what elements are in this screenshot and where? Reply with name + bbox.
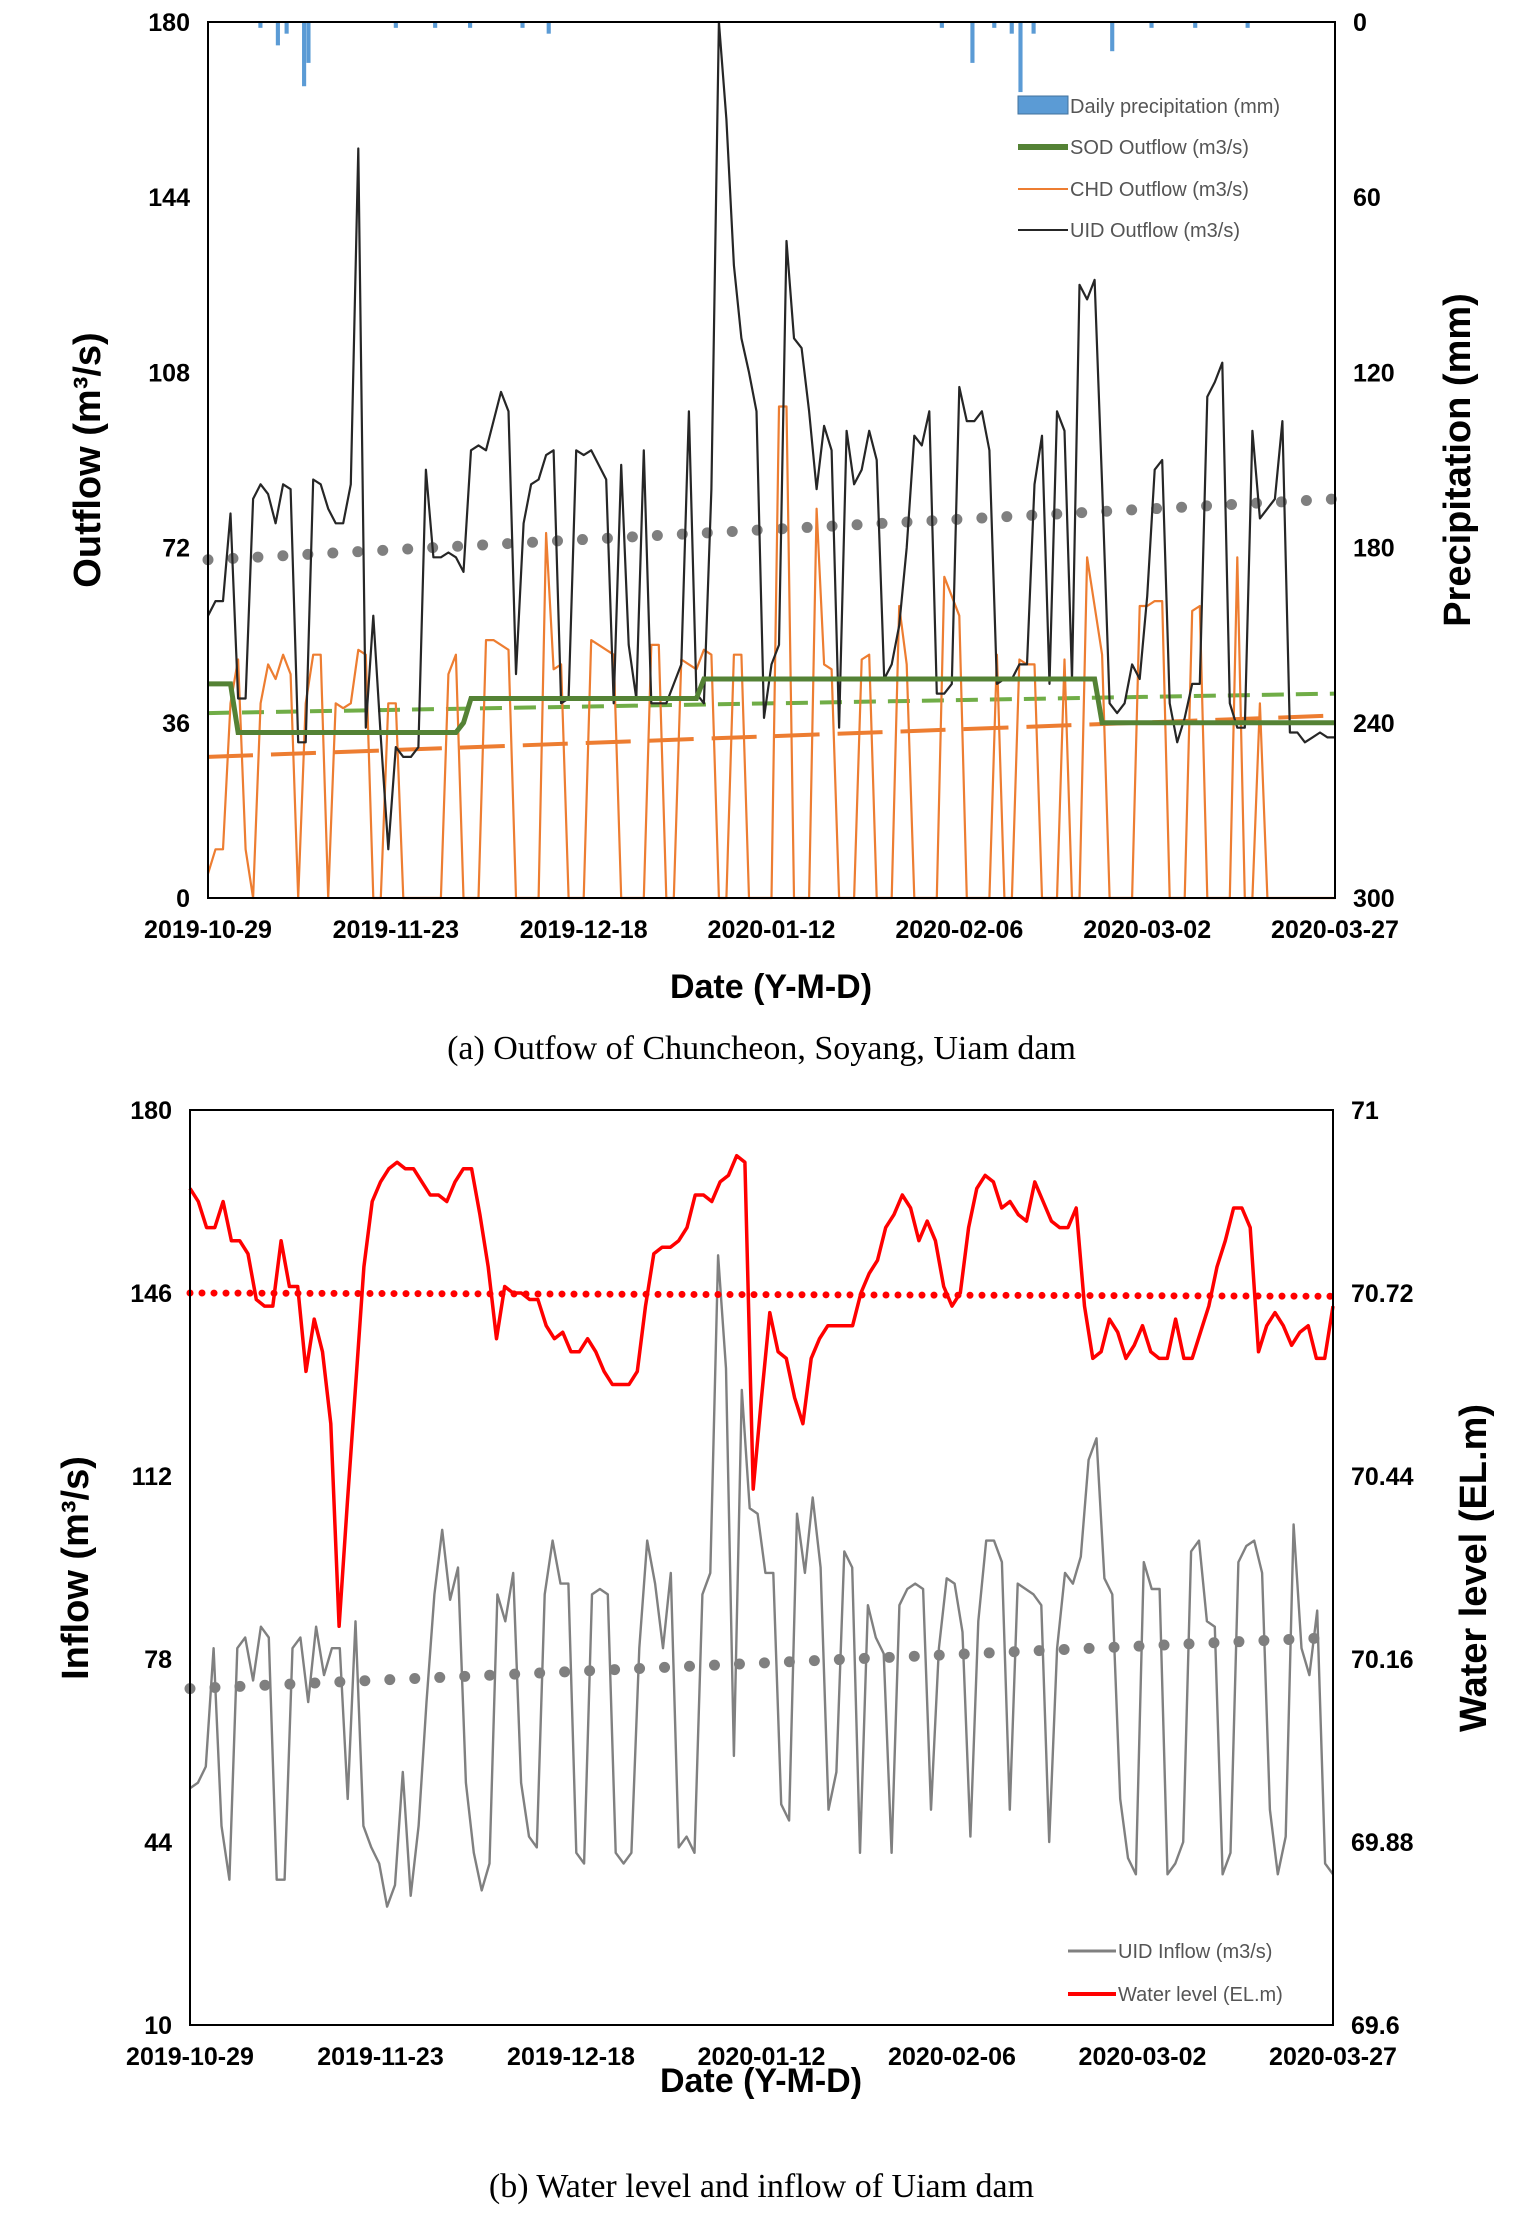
precipitation-bar [302, 22, 307, 87]
y2-tick-label: 240 [1353, 710, 1395, 738]
y-tick-label: 78 [144, 1646, 172, 1674]
y2-tick-label: 70.44 [1351, 1463, 1414, 1491]
precipitation-bar [992, 22, 997, 28]
precipitation-bar [258, 22, 263, 28]
precipitation-bar [970, 22, 975, 63]
x-tick-label: 2020-02-06 [888, 2043, 1016, 2071]
x-axis-label: Date (Y-M-D) [670, 968, 872, 1006]
y-tick-label: 0 [176, 885, 190, 913]
left-y-axis-ticks: 10 44 78 112 146 180 [130, 1097, 172, 2040]
y-tick-label: 72 [162, 535, 190, 563]
y-tick-label: 108 [148, 359, 190, 387]
plot-area-frame [207, 21, 1336, 899]
precipitation-bar [520, 22, 525, 28]
outflow-precipitation-chart: 0 36 72 108 144 180 300 240 180 120 60 0 2019-10-2… [67, 9, 1479, 1006]
caption-b: (b) Water level and inflow of Uiam dam [488, 2168, 1035, 2205]
x-axis-ticks: 2019-10-29 2019-11-23 2019-12-18 2020-01-12… [126, 2043, 1397, 2071]
precipitation-bar [306, 22, 311, 63]
y-tick-label: 144 [148, 184, 190, 212]
x-axis-label: Date (Y-M-D) [660, 2062, 862, 2100]
y-axis-label: Outflow (m³/s) [67, 332, 109, 587]
precipitation-bar [468, 22, 473, 28]
inflow-trend [184, 1631, 1339, 1695]
y2-tick-label: 180 [1353, 535, 1395, 563]
x-tick-label: 2020-03-27 [1271, 916, 1399, 944]
uid-inflow-line [189, 1254, 1334, 1908]
caption-a: (a) Outfow of Chuncheon, Soyang, Uiam da… [447, 1030, 1076, 1067]
y2-tick-label: 0 [1353, 9, 1367, 37]
right-y-axis-ticks: 69.6 69.88 70.16 70.44 70.72 71 [1351, 1097, 1414, 2040]
chd-outflow-line [206, 405, 1335, 900]
legend-swatch-precipitation [1017, 95, 1069, 115]
inflow-water-level-chart: 10 44 78 112 146 180 69.6 69.88 70.16 70.44 70.72… [55, 1097, 1495, 2100]
water-level-mean-line [186, 1289, 1337, 1300]
x-tick-label: 2020-03-02 [1079, 2043, 1207, 2071]
precipitation-bar [393, 22, 398, 28]
x-tick-label: 2019-10-29 [144, 916, 272, 944]
x-tick-label: 2019-12-18 [507, 2043, 635, 2071]
precipitation-bar [284, 22, 289, 34]
y2-axis-label: Water level (EL.m) [1453, 1404, 1495, 1732]
x-tick-label: 2019-12-18 [520, 916, 648, 944]
y2-tick-label: 300 [1353, 885, 1395, 913]
trend-lines [184, 1289, 1339, 1695]
precipitation-bar [1009, 22, 1014, 34]
water-level-line [188, 1153, 1335, 1629]
y2-tick-label: 120 [1353, 359, 1395, 387]
y2-tick-label: 70.16 [1351, 1646, 1414, 1674]
uid-outflow-line [207, 20, 1335, 851]
precipitation-bar [1110, 22, 1115, 52]
y-tick-label: 112 [132, 1463, 172, 1491]
y-axis-label: Inflow (m³/s) [55, 1456, 97, 1680]
x-tick-label: 2020-03-02 [1083, 916, 1211, 944]
precipitation-bar [939, 22, 944, 28]
y-tick-label: 180 [130, 1097, 172, 1125]
legend-label-inflow: UID Inflow (m3/s) [1118, 1941, 1272, 1963]
plot-area-frame [189, 1109, 1334, 2026]
legend-label-precipitation: Daily precipitation (mm) [1070, 96, 1280, 118]
y2-axis-label: Precipitation (mm) [1437, 293, 1479, 627]
y-tick-label: 36 [162, 710, 190, 738]
precipitation-bar [1018, 22, 1023, 93]
x-tick-label: 2019-10-29 [126, 2043, 254, 2071]
precipitation-bar [275, 22, 280, 46]
y-tick-label: 146 [130, 1280, 172, 1308]
y2-tick-label: 70.72 [1351, 1280, 1414, 1308]
x-axis-ticks: 2019-10-29 2019-11-23 2019-12-18 2020-01-12… [144, 916, 1399, 944]
right-y-axis-ticks: 300 240 180 120 60 0 [1353, 9, 1395, 913]
y2-tick-label: 69.88 [1351, 1829, 1414, 1857]
x-tick-label: 2020-03-27 [1269, 2043, 1397, 2071]
y2-tick-label: 71 [1351, 1097, 1379, 1125]
x-tick-label: 2020-02-06 [895, 916, 1023, 944]
y2-tick-label: 60 [1353, 184, 1381, 212]
x-tick-label: 2019-11-23 [317, 2043, 444, 2071]
x-tick-label: 2020-01-12 [698, 2043, 826, 2071]
precipitation-bar [1245, 22, 1250, 28]
legend-label-chd: CHD Outflow (m3/s) [1070, 179, 1249, 201]
legend: Daily precipitation (mm) SOD Outflow (m3… [1017, 95, 1280, 242]
x-tick-label: 2019-11-23 [333, 916, 460, 944]
y-tick-label: 44 [144, 1829, 172, 1857]
sod-outflow-line [208, 676, 1335, 735]
legend: UID Inflow (m3/s) Water level (EL.m) [1068, 1941, 1283, 2006]
precipitation-bar [433, 22, 438, 28]
precipitation-bar [1149, 22, 1154, 28]
legend-label-level: Water level (EL.m) [1118, 1984, 1283, 2006]
precipitation-bars [258, 22, 1250, 93]
left-y-axis-ticks: 0 36 72 108 144 180 [148, 9, 190, 913]
y-tick-label: 10 [144, 2012, 172, 2040]
legend-label-uid: UID Outflow (m3/s) [1070, 220, 1240, 242]
y2-tick-label: 69.6 [1351, 2012, 1400, 2040]
x-tick-label: 2020-01-12 [708, 916, 836, 944]
inflow-level-lines [188, 1153, 1335, 1908]
precipitation-bar [546, 22, 551, 34]
y-tick-label: 180 [148, 9, 190, 37]
precipitation-bar [1031, 22, 1036, 34]
precipitation-bar [1193, 22, 1198, 28]
legend-label-sod: SOD Outflow (m3/s) [1070, 137, 1249, 159]
